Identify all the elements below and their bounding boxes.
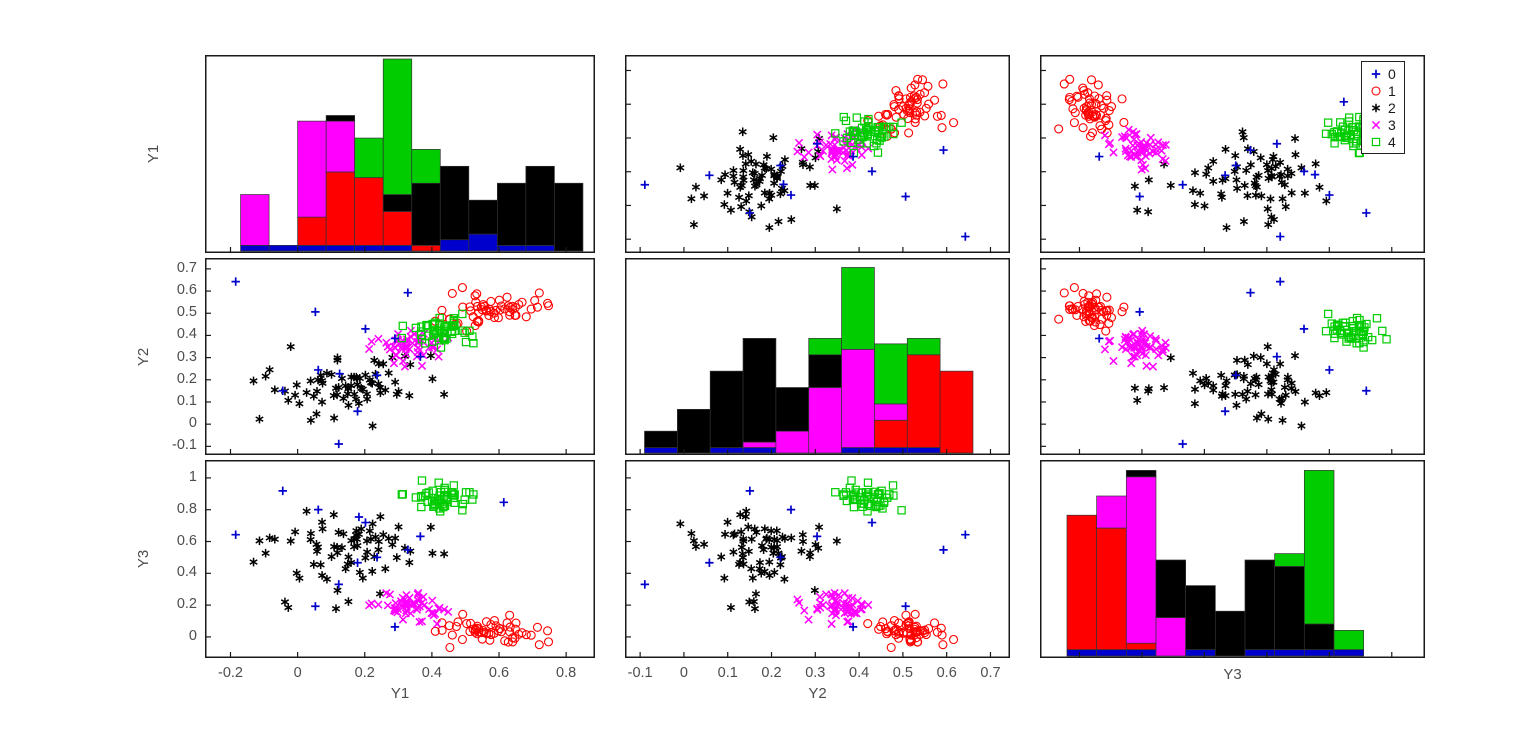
x-tick-label: 0.4	[421, 665, 442, 681]
y-tick-label: 0	[188, 627, 197, 644]
axis-title-y3-horizontal: Y3	[1223, 666, 1242, 683]
x-tick-label: 0	[293, 665, 302, 681]
y-tick-label: 0.2	[176, 596, 197, 613]
circle-icon	[1367, 82, 1385, 99]
x-tick-label: 0.3	[805, 665, 826, 681]
legend-item-0[interactable]: 0	[1364, 65, 1402, 82]
legend-label: 1	[1388, 82, 1396, 99]
scatter-panel-y1-vs-y2	[625, 55, 1010, 253]
y-tick-label: 0	[188, 415, 197, 432]
axis-title-y1-vertical: Y1	[145, 144, 162, 164]
axis-title-y2-horizontal: Y2	[808, 685, 827, 702]
y-tick-label: -0.1	[172, 437, 197, 454]
legend-item-1[interactable]: 1	[1364, 82, 1402, 99]
x-tick-label: -0.2	[217, 665, 243, 681]
x-tick-label: 0.8	[556, 665, 577, 681]
y-tick-label: 0.3	[176, 348, 197, 365]
x-tick-label: 0.2	[354, 665, 375, 681]
y-tick-label: 0.4	[176, 326, 197, 343]
legend-label: 3	[1388, 116, 1396, 133]
y-tick-label: 0.8	[176, 500, 197, 517]
histogram-panel-y3	[1040, 460, 1425, 658]
cross-x-icon	[1367, 116, 1385, 133]
y-tick-label: 0.6	[176, 532, 197, 549]
axis-title-y3-vertical: Y3	[135, 549, 152, 569]
x-tick-label: 0.2	[761, 665, 782, 681]
plus-icon	[1367, 65, 1385, 82]
scatter-panel-y3-vs-y1	[205, 460, 595, 658]
asterisk-icon	[1367, 99, 1385, 116]
x-tick-label: 0.4	[849, 665, 870, 681]
histogram-panel-y1	[205, 55, 595, 253]
axis-title-y2-vertical: Y2	[135, 347, 152, 366]
y-tick-label: 0.5	[176, 304, 197, 321]
y-tick-label: 0.4	[176, 564, 197, 581]
x-tick-label: 0.7	[980, 665, 1001, 681]
axis-title-y1-horizontal: Y1	[390, 685, 410, 702]
scatter-panel-y3-vs-y2	[625, 460, 1010, 658]
y-tick-label: 0.7	[176, 259, 197, 276]
x-tick-label: -0.1	[627, 665, 653, 681]
x-tick-label: 0.1	[717, 665, 738, 681]
x-tick-label: 0.6	[488, 665, 510, 681]
legend-label: 4	[1388, 133, 1396, 150]
x-tick-label: 0	[679, 665, 688, 681]
x-tick-label: 0.5	[892, 665, 913, 681]
y-tick-label: 1	[188, 468, 197, 485]
square-icon	[1367, 133, 1385, 150]
scatter-panel-y2-vs-y1	[205, 258, 595, 455]
legend-label: 0	[1388, 65, 1396, 82]
y-tick-label: 0.2	[176, 370, 197, 387]
x-tick-label: 0.6	[936, 665, 957, 681]
histogram-panel-y2	[625, 258, 1010, 455]
y-tick-label: 0.6	[176, 282, 197, 299]
scatter-panel-y1-vs-y3	[1040, 55, 1425, 253]
y-tick-label: 0.1	[176, 392, 197, 409]
legend-item-3[interactable]: 3	[1364, 116, 1402, 133]
legend-item-2[interactable]: 2	[1364, 99, 1402, 116]
legend-label: 2	[1388, 99, 1396, 116]
scatter-panel-y2-vs-y3	[1040, 258, 1425, 455]
legend-item-4[interactable]: 4	[1364, 133, 1402, 150]
